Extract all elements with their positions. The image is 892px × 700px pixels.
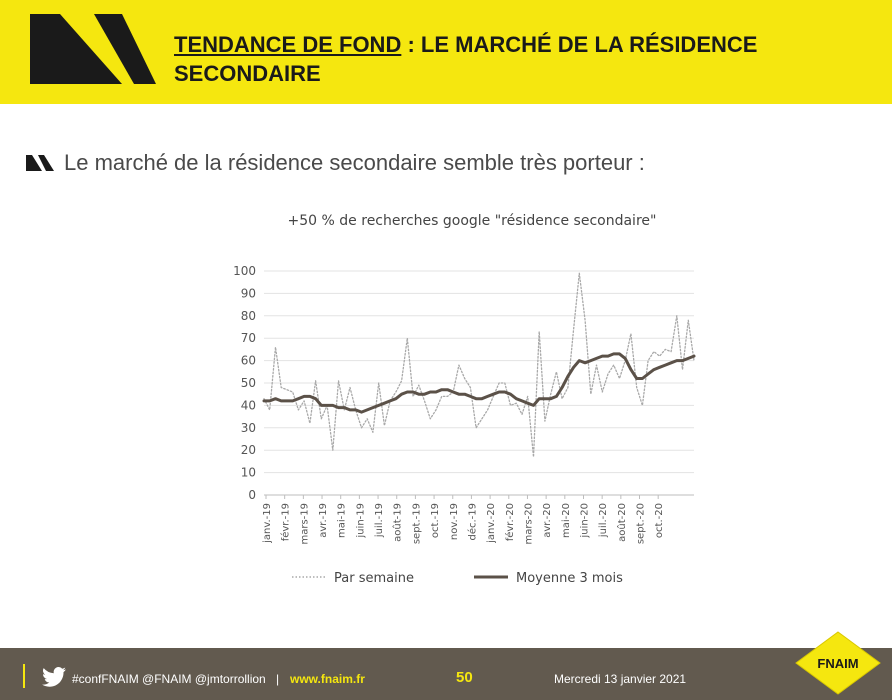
page-title: TENDANCE DE FOND : LE MARCHÉ DE LA RÉSID… bbox=[174, 30, 874, 88]
legend-label: Moyenne 3 mois bbox=[516, 571, 623, 586]
y-tick-label: 60 bbox=[241, 354, 256, 368]
series-line-par-semaine bbox=[263, 272, 695, 458]
y-tick-label: 40 bbox=[241, 398, 256, 412]
footer-separator: | bbox=[276, 672, 280, 686]
line-chart: 0 10 20 30 40 50 60 70 80 90 100 janv.-19 févr.-19 ma… bbox=[233, 264, 696, 586]
header-banner: TENDANCE DE FOND : LE MARCHÉ DE LA RÉSID… bbox=[0, 0, 892, 104]
footer-website-link[interactable]: www.fnaim.fr bbox=[290, 672, 365, 686]
y-tick-label: 0 bbox=[248, 488, 256, 502]
double-chevron-bullet-icon bbox=[26, 155, 54, 171]
footer-bar: #confFNAIM @FNAIM @jmtorrollion | www.fn… bbox=[0, 648, 892, 700]
footer-hashtags: #confFNAIM @FNAIM @jmtorrollion bbox=[72, 672, 266, 686]
fnaim-logo-text: FNAIM bbox=[817, 656, 858, 671]
x-tick-label: juil.-19 bbox=[374, 503, 385, 538]
x-tick-label: févr.-20 bbox=[504, 503, 516, 541]
y-tick-label: 50 bbox=[241, 376, 256, 390]
y-tick-label: 90 bbox=[241, 286, 256, 300]
y-tick-label: 80 bbox=[241, 309, 256, 323]
page-title-underlined: TENDANCE DE FOND bbox=[174, 32, 402, 57]
footer-divider bbox=[23, 664, 25, 688]
x-tick-label: nov.-19 bbox=[449, 503, 460, 540]
page-number: 50 bbox=[456, 669, 473, 686]
twitter-icon[interactable] bbox=[42, 667, 66, 687]
x-tick-label: mars-20 bbox=[523, 503, 534, 545]
footer-date: Mercredi 13 janvier 2021 bbox=[554, 672, 687, 686]
chart-container: +50 % de recherches google "résidence se… bbox=[222, 205, 722, 600]
x-tick-label: oct.-19 bbox=[430, 503, 441, 538]
x-tick-label: juin-19 bbox=[355, 503, 366, 539]
x-tick-label: sept.-19 bbox=[411, 503, 422, 544]
fnaim-logo: FNAIM bbox=[795, 631, 881, 695]
y-tick-label: 100 bbox=[233, 264, 256, 278]
series-line-moyenne-3-mois bbox=[262, 352, 696, 414]
x-tick-label: mars-19 bbox=[299, 503, 310, 545]
double-chevron-logo-icon bbox=[30, 14, 156, 84]
subtitle-text: Le marché de la résidence secondaire sem… bbox=[64, 150, 645, 175]
x-tick-label: janv.-19 bbox=[262, 503, 273, 544]
x-tick-label: sept.-20 bbox=[636, 503, 647, 544]
x-tick-label: janv.-20 bbox=[486, 503, 497, 544]
x-tick-label: juil.-20 bbox=[598, 503, 609, 538]
section-subtitle: Le marché de la résidence secondaire sem… bbox=[26, 150, 645, 176]
chart-title: +50 % de recherches google "résidence se… bbox=[287, 213, 657, 229]
y-tick-label: 30 bbox=[241, 421, 256, 435]
x-tick-label: déc.-19 bbox=[466, 503, 478, 541]
x-tick-label: févr.-19 bbox=[280, 503, 292, 541]
x-tick-label: avr.-19 bbox=[318, 503, 329, 538]
page-title-rest: : LE MARCHÉ DE LA RÉSIDENCE SECONDAIRE bbox=[174, 32, 758, 86]
x-tick-label: oct.-20 bbox=[654, 503, 665, 538]
legend-label: Par semaine bbox=[334, 571, 414, 586]
x-tick-label: avr.-20 bbox=[542, 503, 553, 538]
x-tick-label: mai-20 bbox=[561, 503, 572, 538]
y-tick-label: 70 bbox=[241, 331, 256, 345]
x-tick-label: août-19 bbox=[392, 503, 404, 542]
x-tick-label: juin-20 bbox=[579, 503, 590, 539]
y-tick-label: 10 bbox=[241, 466, 256, 480]
x-tick-label: mai-19 bbox=[337, 503, 348, 538]
x-tick-label: août-20 bbox=[616, 503, 628, 542]
y-tick-label: 20 bbox=[241, 443, 256, 457]
